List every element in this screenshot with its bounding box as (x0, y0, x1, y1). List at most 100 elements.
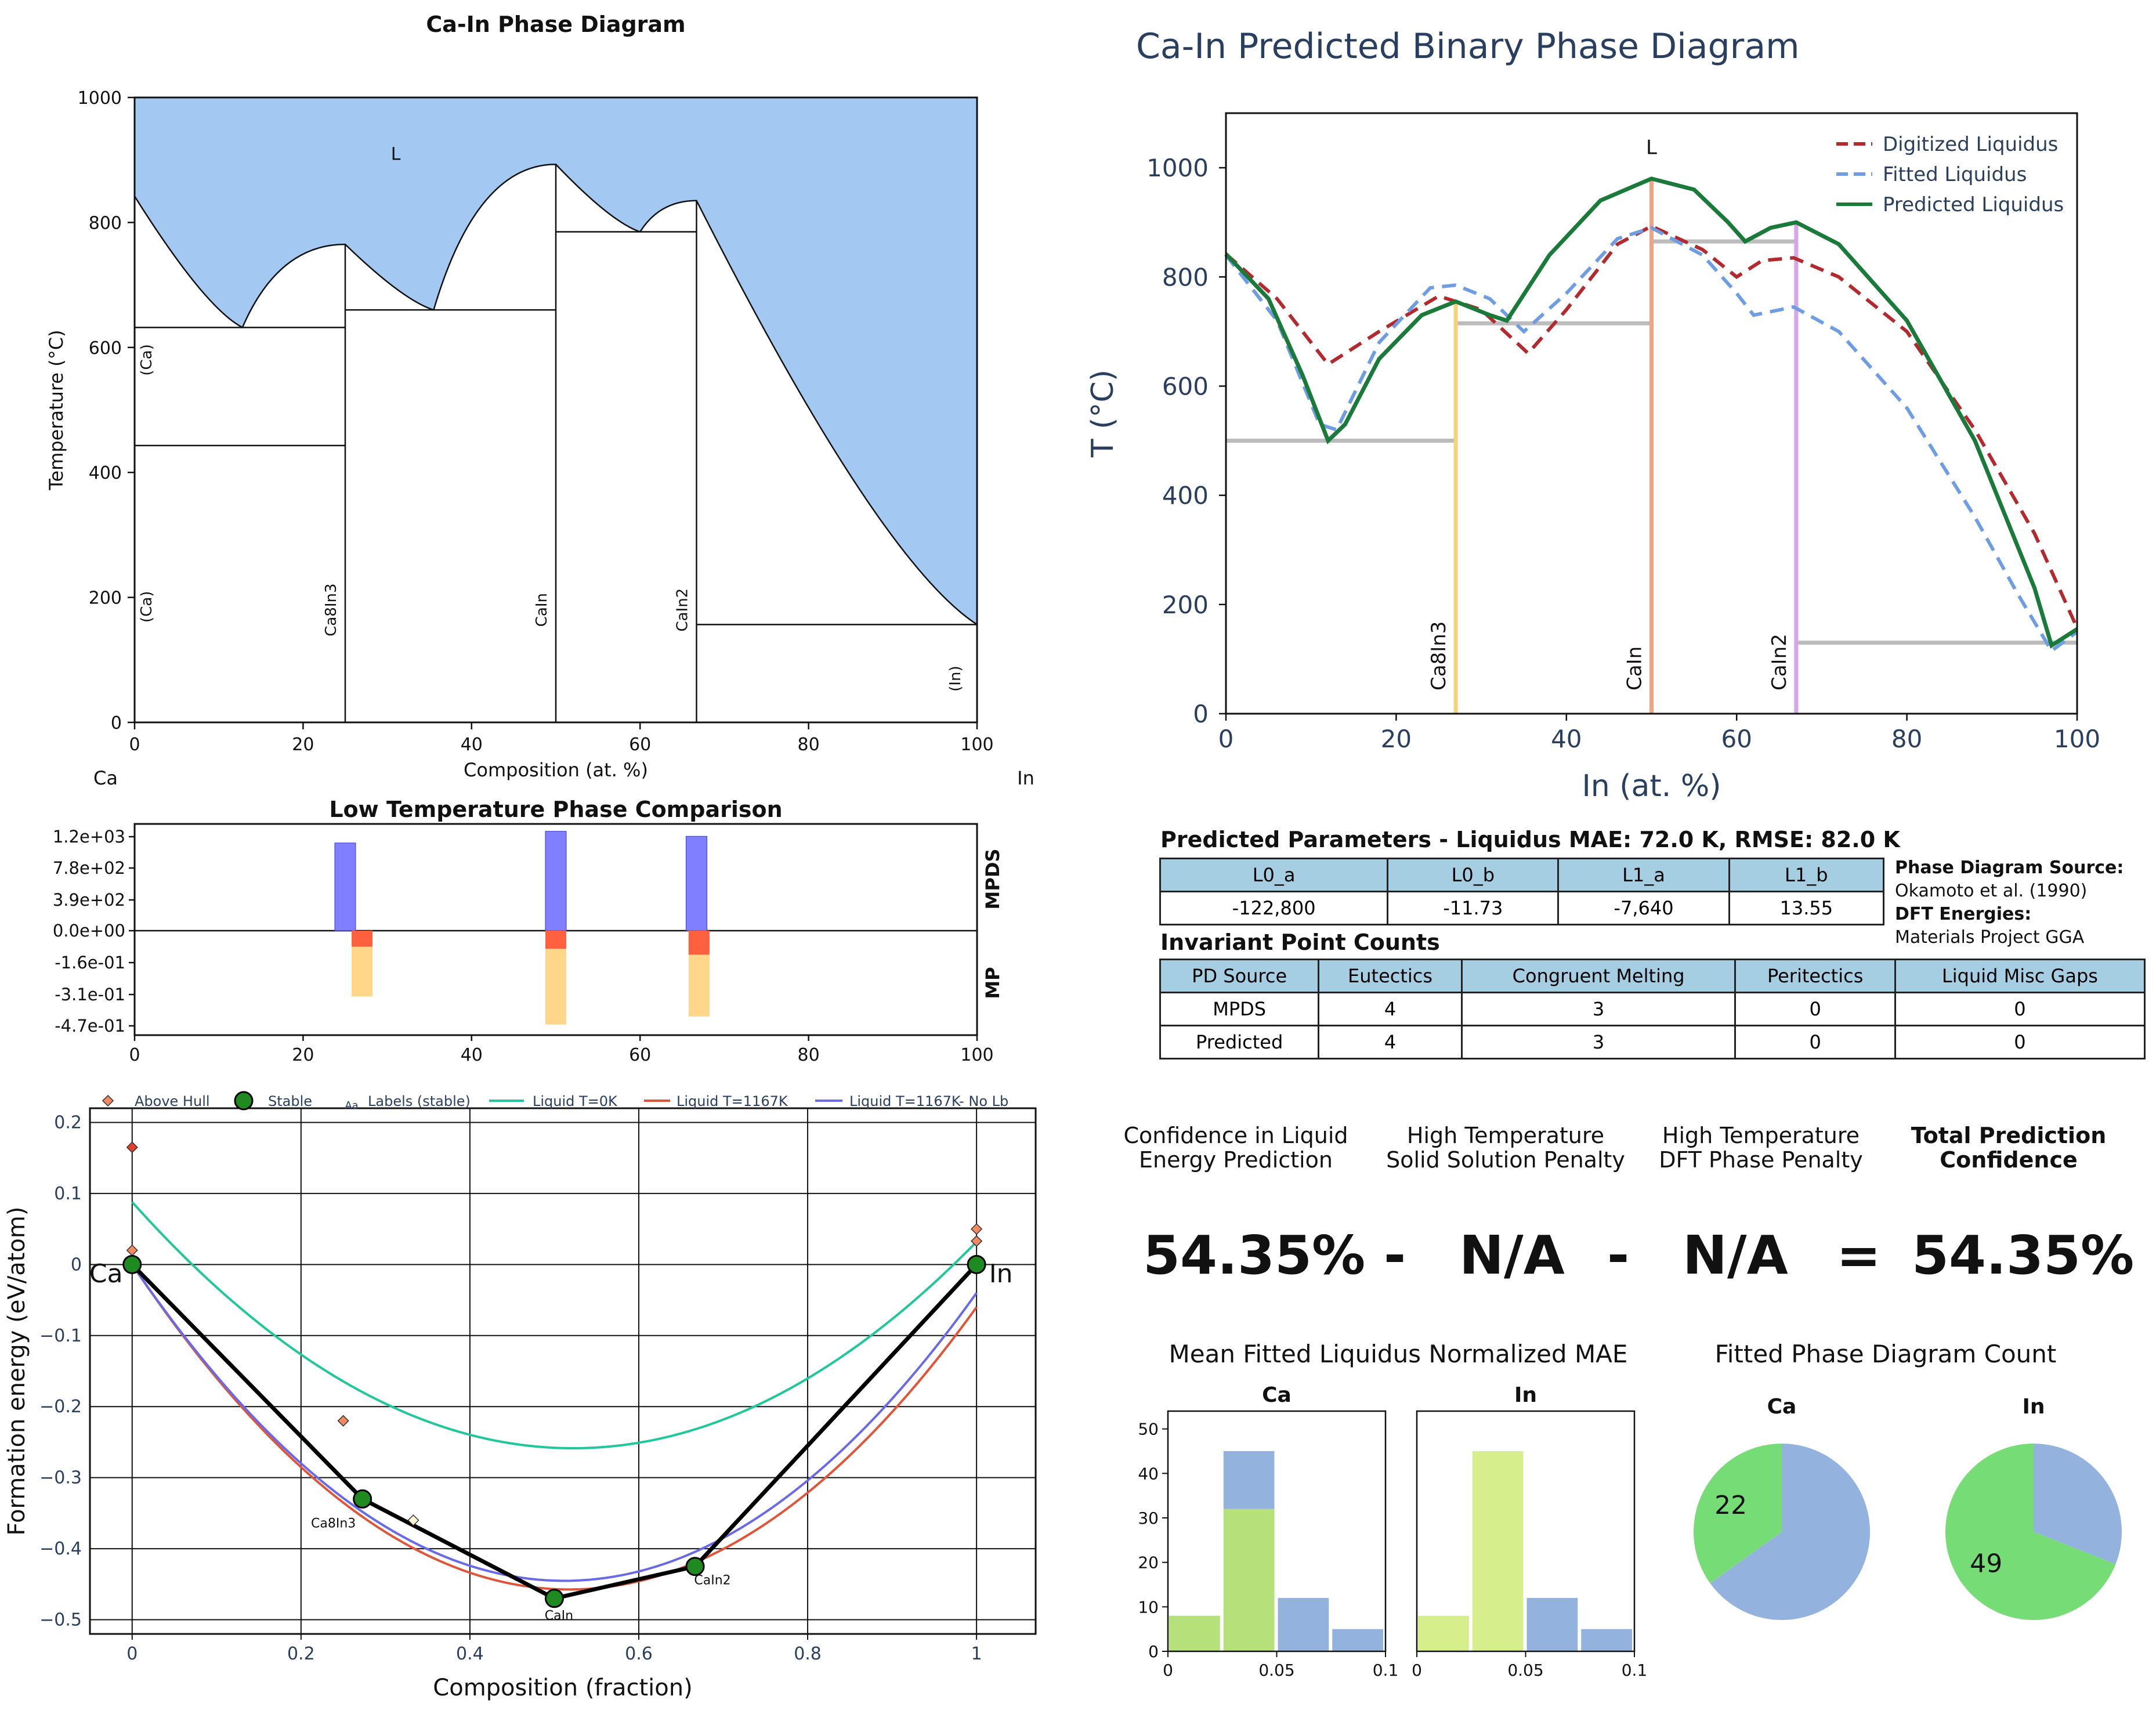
params-title: Predicted Parameters - Liquidus MAE: 72.… (1160, 827, 1900, 852)
hull-frame (89, 1107, 1037, 1635)
x-tick-label: 100 (960, 735, 993, 755)
hist-bar-blue (1581, 1629, 1632, 1651)
legend-1167K: Liquid T=1167K (677, 1093, 788, 1109)
conf-liquid-header: Confidence in Liquid Energy Prediction (1123, 1123, 1348, 1173)
hist-bar-green (1472, 1451, 1524, 1651)
mp-axis-label: MP (982, 967, 1004, 999)
invariants-table: PD Source Eutectics Congruent Melting Pe… (1159, 959, 2146, 1060)
legend-above-hull-marker (102, 1094, 114, 1107)
y-tick-label: −0.1 (39, 1326, 82, 1346)
conf-ss-header: High Temperature Solid Solution Penalty (1386, 1123, 1625, 1173)
liquid-label: L (1646, 136, 1657, 160)
hist-bar-blue (1332, 1629, 1383, 1651)
stable-point (353, 1489, 372, 1509)
param-header: L1_b (1728, 858, 1885, 892)
y-tick-label: 600 (89, 338, 122, 359)
dft-value: Materials Project GGA (1895, 927, 2085, 948)
fitted-liquidus (1224, 226, 2078, 654)
y-tick-label: 0 (1148, 1642, 1159, 1661)
x-tick-label: 80 (798, 1045, 820, 1065)
y-tick-label: 200 (1162, 591, 1209, 619)
param-value: -11.73 (1387, 891, 1560, 925)
x-tick-label: 100 (960, 1045, 993, 1065)
ltpc-title: Low Temperature Phase Comparison (329, 797, 782, 822)
compound-label: CaIn2 (1768, 634, 1791, 690)
x-tick-label: 20 (1381, 725, 1412, 753)
hull-label-in: In (989, 1259, 1013, 1289)
y-tick-label: 200 (89, 588, 122, 609)
y-tick-label: 1000 (78, 88, 122, 109)
x-tick-label: 1 (971, 1644, 982, 1664)
mp-bar-stable (688, 931, 710, 955)
x-tick-label: 20 (292, 1045, 314, 1065)
pie-slice-blue (2034, 1444, 2122, 1564)
pd1-xlabel: Composition (at. %) (464, 759, 648, 781)
conf-op-minus: - (1607, 1224, 1630, 1286)
conf-dft-value: N/A (1683, 1224, 1788, 1286)
y-tick-label: -3.1e-01 (55, 985, 125, 1004)
y-tick-label: 400 (89, 463, 122, 483)
y-tick-label: -4.7e-01 (55, 1016, 125, 1036)
inv-header: Peritectics (1734, 959, 1896, 993)
y-tick-label: 20 (1138, 1553, 1159, 1572)
y-tick-label: 800 (89, 213, 122, 233)
digitized-liquidus (1225, 224, 2079, 629)
pd-source-label: Phase Diagram Source: (1895, 858, 2124, 878)
compound-label: Ca8In3 (1427, 621, 1450, 690)
ltpc-frame (133, 823, 978, 1036)
legend-fitted: Fitted Liquidus (1883, 163, 2027, 186)
x-tick-label: 0 (1218, 725, 1234, 753)
pie-panel-title: Ca (1767, 1395, 1797, 1419)
pd2-ylabel: T (°C) (1086, 370, 1120, 458)
hist-title: Mean Fitted Liquidus Normalized MAE (1169, 1340, 1628, 1368)
y-tick-label: 7.8e+02 (53, 858, 125, 878)
inv-cell: MPDS (1159, 992, 1320, 1026)
y-tick-label: 600 (1162, 372, 1209, 400)
pie-slice-green (1693, 1444, 1782, 1583)
x-tick-label: 20 (292, 735, 314, 755)
inv-cell: 0 (1894, 1025, 2146, 1060)
stable-point (685, 1557, 705, 1576)
pd-source-value: Okamoto et al. (1990) (1895, 881, 2088, 901)
pie-title: Fitted Phase Diagram Count (1715, 1340, 2057, 1368)
stable-point (544, 1589, 564, 1608)
x-tick-label: 0.6 (625, 1644, 653, 1664)
hist-bar-green (1169, 1615, 1220, 1651)
compound-label: CaIn (533, 593, 551, 627)
hull-label-cain2: CaIn2 (694, 1573, 730, 1588)
x-tick-label: 0 (129, 1045, 140, 1065)
x-tick-label: 0 (129, 735, 140, 755)
region-label: (Ca) (138, 591, 155, 623)
above-hull-point (126, 1141, 138, 1153)
liquid-1167K-nolb-curve (131, 1264, 978, 1582)
param-value: -122,800 (1159, 891, 1389, 925)
y-tick-label: 0.0e+00 (53, 921, 125, 941)
param-header: L0_a (1159, 858, 1389, 892)
hist-bar-blue (1223, 1451, 1275, 1509)
y-tick-label: 30 (1138, 1509, 1159, 1528)
y-tick-label: 1000 (1146, 154, 1209, 182)
compound-label: CaIn (1623, 646, 1647, 690)
liquid-label: L (391, 144, 401, 165)
pd1-right-element: In (1017, 767, 1034, 789)
x-tick-label: 60 (1721, 725, 1752, 753)
mpds-bar (685, 836, 707, 931)
y-tick-label: −0.2 (39, 1397, 82, 1417)
inv-cell: Predicted (1159, 1025, 1320, 1060)
param-value: 13.55 (1728, 891, 1885, 925)
above-hull-point (126, 1244, 138, 1256)
predicted-liquidus (1224, 176, 2078, 649)
param-header: L1_a (1557, 858, 1730, 892)
param-value: -7,640 (1557, 891, 1730, 925)
y-tick-label: 0 (1193, 700, 1209, 728)
y-tick-label: 0.2 (54, 1112, 82, 1133)
region-label: (Ca) (138, 344, 155, 375)
above-hull-point (407, 1514, 419, 1527)
legend-aa-glyph: Aa (345, 1100, 358, 1112)
conf-liquid-value: 54.35% (1143, 1224, 1366, 1286)
y-tick-label: −0.4 (39, 1539, 82, 1559)
inv-cell: 3 (1460, 992, 1737, 1026)
inv-header: Eutectics (1318, 959, 1463, 993)
liquidus-line (133, 163, 978, 625)
